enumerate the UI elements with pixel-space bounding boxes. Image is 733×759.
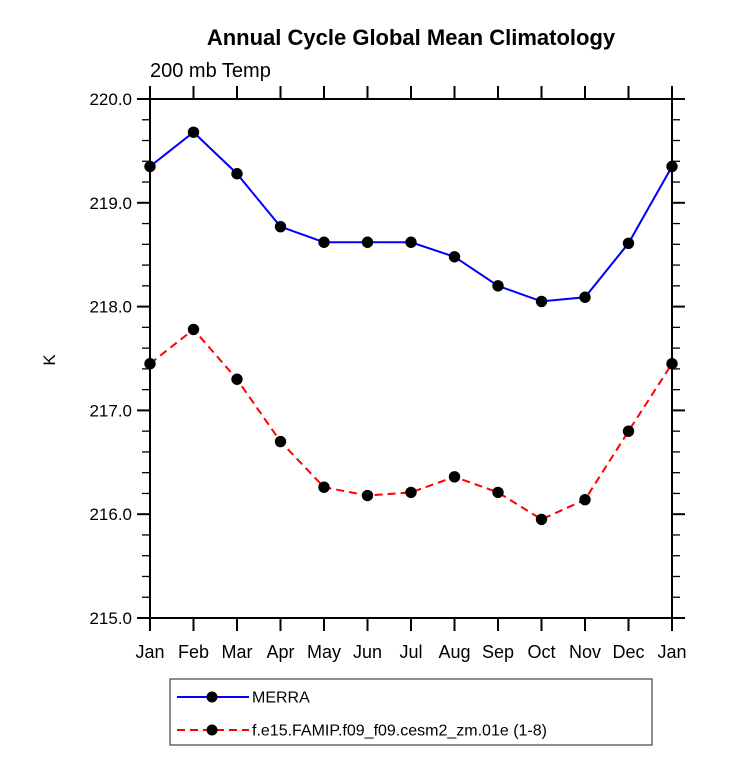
y-tick-label: 220.0	[89, 90, 132, 109]
legend-label-0: MERRA	[252, 690, 310, 707]
x-tick-label: May	[307, 642, 341, 662]
data-point-marker	[274, 220, 287, 233]
data-point-marker	[492, 280, 504, 292]
data-point-marker	[187, 323, 200, 336]
y-axis-unit-label: K	[40, 354, 59, 366]
data-point-marker	[361, 236, 374, 248]
data-point-marker	[579, 493, 591, 506]
y-tick-label: 218.0	[89, 298, 132, 317]
y-tick-label: 216.0	[89, 505, 132, 524]
x-tick-label: Jun	[353, 642, 382, 662]
data-point-marker	[318, 481, 330, 493]
data-point-marker	[448, 471, 461, 483]
x-tick-label: Apr	[266, 642, 294, 662]
data-point-marker	[492, 486, 504, 499]
data-point-marker	[144, 357, 156, 370]
data-point-marker	[231, 373, 243, 385]
series-line-0	[149, 130, 673, 303]
data-point-marker	[318, 236, 330, 248]
data-point-marker	[535, 295, 548, 308]
data-point-marker	[274, 435, 287, 448]
y-tick-label: 217.0	[89, 401, 132, 420]
x-tick-label: Jan	[657, 642, 686, 662]
x-tick-label: Mar	[222, 642, 253, 662]
axis-frame	[149, 98, 673, 619]
data-point-marker	[666, 357, 678, 370]
data-point-marker	[231, 168, 243, 180]
data-point-marker	[448, 251, 461, 263]
legend-label-1: f.e15.FAMIP.f09_f09.cesm2_zm.01e (1-8)	[252, 723, 547, 740]
data-point-marker	[622, 425, 635, 437]
x-tick-label: Dec	[612, 642, 644, 662]
x-tick-label: Nov	[569, 642, 601, 662]
chart-subtitle: 200 mb Temp	[150, 60, 271, 82]
legend-box	[169, 678, 653, 746]
x-tick-label: Sep	[482, 642, 514, 662]
x-tick-label: Oct	[527, 642, 555, 662]
data-point-marker	[535, 513, 548, 526]
data-point-marker	[622, 237, 635, 249]
y-tick-label: 215.0	[89, 609, 132, 628]
x-tick-label: Jan	[135, 642, 164, 662]
x-tick-label: Jul	[399, 642, 422, 662]
data-point-marker	[144, 160, 156, 173]
data-point-marker	[405, 486, 417, 499]
x-tick-label: Aug	[438, 642, 470, 662]
x-tick-label: Feb	[178, 642, 209, 662]
data-point-marker	[579, 291, 591, 303]
legend-marker-1	[206, 724, 218, 736]
data-point-marker	[361, 489, 374, 502]
data-point-marker	[187, 126, 200, 138]
chart-title: Annual Cycle Global Mean Climatology	[207, 25, 616, 50]
y-tick-label: 219.0	[89, 194, 132, 213]
data-point-marker	[405, 236, 417, 248]
legend: MERRA f.e15.FAMIP.f09_f09.cesm2_zm.01e (1…	[169, 678, 653, 746]
legend-marker-0	[206, 691, 218, 703]
data-point-marker	[666, 160, 678, 173]
